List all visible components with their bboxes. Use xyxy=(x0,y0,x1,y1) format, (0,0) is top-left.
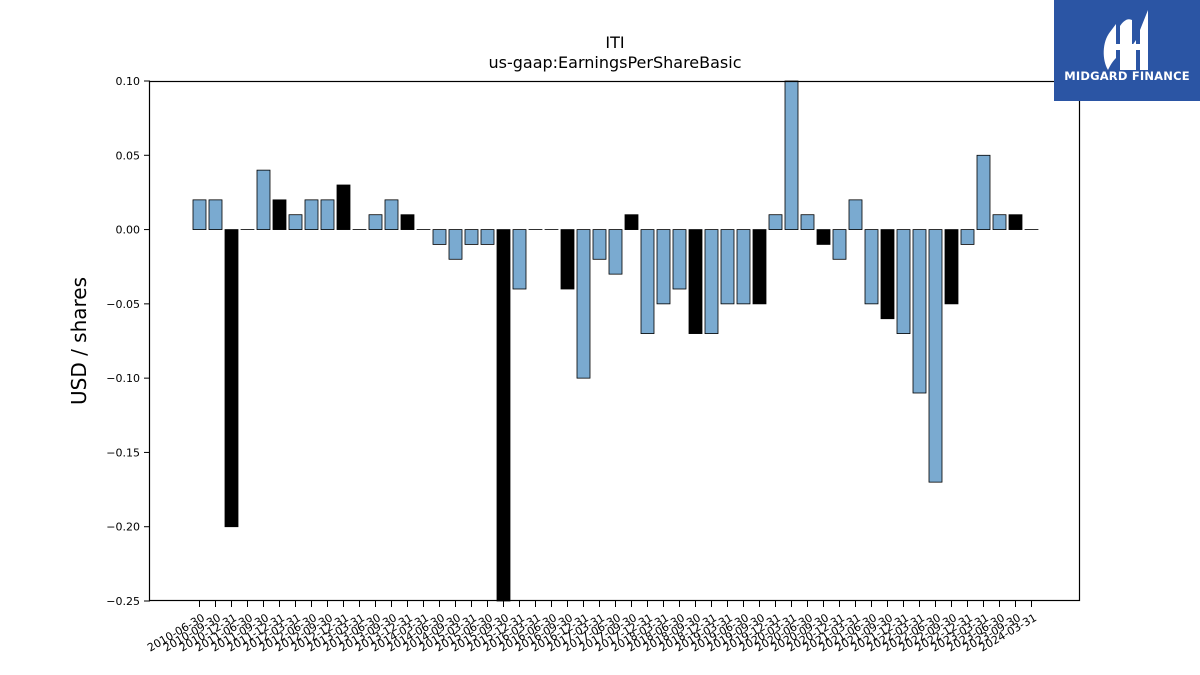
bar xyxy=(720,229,735,305)
bar xyxy=(816,229,831,245)
bar xyxy=(368,214,383,230)
bar xyxy=(656,229,671,305)
bar xyxy=(336,184,351,230)
bar xyxy=(640,229,655,334)
chart-title: ITI xyxy=(605,33,624,52)
bar xyxy=(480,229,495,245)
y-tick-label: −0.15 xyxy=(106,446,140,459)
bar xyxy=(944,229,959,305)
y-tick-label: −0.05 xyxy=(106,298,140,311)
bar xyxy=(608,229,623,275)
bar xyxy=(448,229,463,260)
bars-group xyxy=(192,80,1039,602)
chart-subtitle: us-gaap:EarningsPerShareBasic xyxy=(488,53,741,72)
y-axis-label: USD / shares xyxy=(67,277,91,405)
bar xyxy=(832,229,847,260)
bar xyxy=(192,199,207,230)
y-axis-ticks: 0.10 0.05 0.00 −0.05 −0.10 −0.15 −0.20 −0.25 xyxy=(106,75,150,608)
bar xyxy=(800,214,815,230)
bar xyxy=(496,229,511,602)
bar xyxy=(256,169,271,230)
bar xyxy=(464,229,479,245)
midgard-finance-logo: MIDGARD FINANCE xyxy=(1054,0,1200,101)
bar xyxy=(400,214,415,230)
y-tick-label: −0.10 xyxy=(106,372,140,385)
bar xyxy=(992,214,1007,230)
bar xyxy=(704,229,719,334)
bar xyxy=(320,199,335,230)
bar xyxy=(976,154,991,230)
bar xyxy=(784,80,799,230)
y-tick-label: −0.25 xyxy=(106,595,140,608)
bar xyxy=(576,229,591,379)
bar xyxy=(384,199,399,230)
bar xyxy=(304,199,319,230)
bar xyxy=(512,229,527,290)
bar xyxy=(688,229,703,334)
bar xyxy=(592,229,607,260)
bar xyxy=(624,214,639,230)
bar xyxy=(848,199,863,230)
bar xyxy=(1008,214,1023,230)
y-tick-label: 0.10 xyxy=(116,75,141,88)
bar xyxy=(960,229,975,245)
bar xyxy=(768,214,783,230)
bar xyxy=(752,229,767,305)
y-tick-label: 0.05 xyxy=(116,149,141,162)
logo-text: MIDGARD FINANCE xyxy=(1064,69,1190,83)
y-tick-label: 0.00 xyxy=(116,224,141,237)
bar xyxy=(432,229,447,245)
bar xyxy=(880,229,895,320)
y-tick-label: −0.20 xyxy=(106,521,140,534)
bar xyxy=(672,229,687,290)
bar xyxy=(912,229,927,394)
bar xyxy=(288,214,303,230)
bar xyxy=(896,229,911,334)
bar xyxy=(928,229,943,483)
logo-mark-icon xyxy=(1103,10,1148,70)
bar xyxy=(224,229,239,528)
bar xyxy=(560,229,575,290)
bar xyxy=(208,199,223,230)
bar xyxy=(736,229,751,305)
plot-frame xyxy=(148,80,1081,602)
bar xyxy=(864,229,879,305)
bar xyxy=(272,199,287,230)
x-axis-ticks: 2010-06-302010-09-302010-12-312011-06-30… xyxy=(145,601,1039,654)
